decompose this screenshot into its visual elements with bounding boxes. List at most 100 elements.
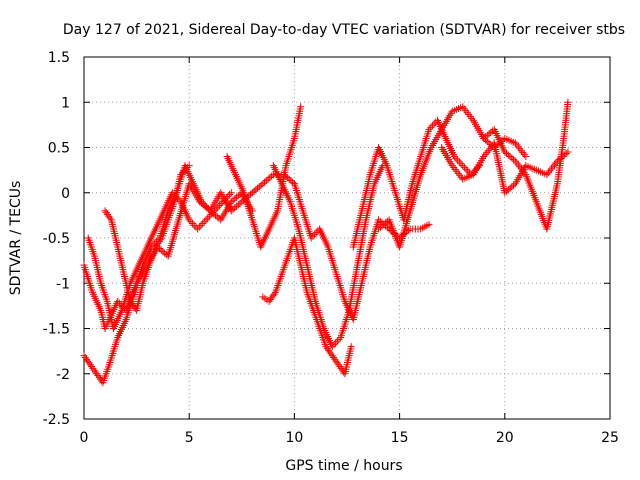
data-point	[248, 189, 256, 197]
data-point	[326, 348, 334, 356]
data-point	[254, 184, 262, 192]
data-point	[153, 241, 161, 249]
data-point	[510, 156, 518, 164]
data-point	[265, 297, 273, 305]
data-point	[255, 183, 263, 191]
data-point	[189, 220, 197, 228]
data-point	[198, 198, 206, 206]
data-point	[297, 103, 305, 111]
data-point	[154, 239, 162, 247]
y-tick-label: 1	[61, 95, 70, 111]
data-point	[215, 214, 223, 222]
data-point	[376, 223, 384, 231]
data-point	[159, 248, 167, 256]
data-point	[519, 149, 527, 157]
y-tick-label: -1.5	[43, 322, 70, 338]
data-point	[83, 355, 91, 363]
data-point	[487, 128, 495, 136]
data-point	[130, 303, 138, 311]
data-point	[462, 107, 470, 115]
data-point	[347, 343, 355, 351]
data-point	[382, 219, 390, 227]
data-point	[234, 192, 242, 200]
data-point	[205, 212, 213, 220]
data-point	[513, 159, 521, 167]
data-point	[466, 112, 474, 120]
data-point	[549, 163, 557, 171]
data-point	[375, 216, 383, 224]
data-point	[463, 109, 471, 117]
data-point	[247, 190, 255, 198]
data-point	[266, 296, 274, 304]
data-point	[190, 221, 198, 229]
y-tick-label: -2.5	[43, 412, 70, 428]
data-point	[236, 199, 244, 207]
data-point	[333, 359, 341, 367]
data-point	[114, 297, 122, 305]
data-points	[80, 98, 572, 387]
data-point	[546, 167, 554, 175]
data-point	[178, 169, 186, 177]
y-tick-label: 0	[61, 186, 70, 202]
data-point	[201, 201, 209, 209]
data-point	[484, 147, 492, 155]
data-point	[564, 98, 572, 106]
data-point	[194, 225, 202, 233]
x-axis-label: GPS time / hours	[285, 458, 402, 474]
data-point	[95, 373, 103, 381]
data-point	[209, 209, 217, 217]
data-point	[81, 353, 89, 361]
data-point	[514, 161, 522, 169]
data-point	[425, 125, 433, 133]
x-tick-label: 5	[185, 430, 194, 446]
data-point	[177, 171, 185, 179]
data-point	[520, 151, 528, 159]
data-point	[80, 352, 88, 360]
data-point	[506, 153, 514, 161]
data-point	[337, 364, 345, 372]
data-point	[375, 225, 383, 233]
data-point	[128, 299, 136, 307]
data-point	[452, 154, 460, 162]
data-point	[330, 353, 338, 361]
data-point	[309, 232, 317, 240]
data-point	[516, 145, 524, 153]
data-point	[428, 122, 436, 130]
data-point	[328, 343, 336, 351]
data-point	[262, 177, 270, 185]
data-point	[378, 222, 386, 230]
data-point	[106, 214, 114, 222]
data-point	[330, 341, 338, 349]
data-point	[335, 361, 343, 369]
data-point	[335, 335, 343, 343]
data-point	[229, 196, 237, 204]
chart-title: Day 127 of 2021, Sidereal Day-to-day VTE…	[63, 22, 625, 38]
data-point	[187, 218, 195, 226]
data-point	[504, 151, 512, 159]
data-point	[101, 207, 109, 215]
data-point	[126, 297, 134, 305]
data-point	[105, 212, 113, 220]
y-axis-label: SDTVAR / TECUs	[8, 181, 24, 296]
data-point	[268, 172, 276, 180]
data-point	[91, 368, 99, 376]
data-point	[564, 148, 572, 156]
data-point	[459, 162, 467, 170]
y-tick-label: -0.5	[43, 231, 70, 247]
y-tick-label: -2	[56, 367, 70, 383]
data-point	[457, 160, 465, 168]
data-point	[180, 167, 188, 175]
data-point	[200, 200, 208, 208]
data-point	[323, 344, 331, 352]
data-point	[336, 363, 344, 371]
data-point	[460, 105, 468, 113]
data-point	[287, 177, 295, 185]
data-point	[89, 364, 97, 372]
data-point	[214, 203, 222, 211]
data-point	[456, 171, 464, 179]
data-point	[269, 292, 277, 300]
data-point	[324, 346, 332, 354]
data-point	[380, 220, 388, 228]
data-point	[503, 150, 511, 158]
data-point	[182, 165, 190, 173]
